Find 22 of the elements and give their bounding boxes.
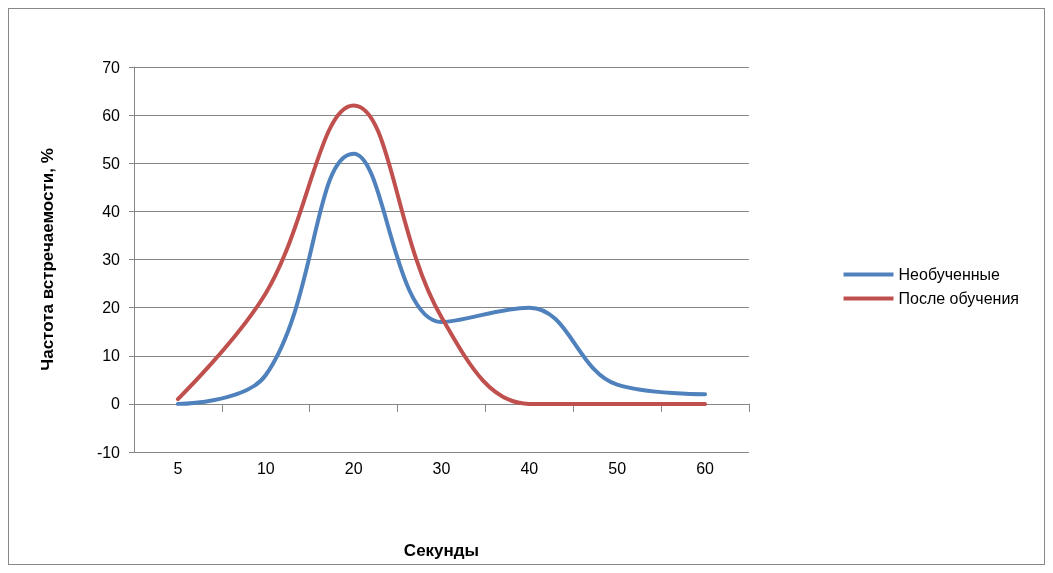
y-tick-label: 40 [102, 202, 121, 220]
x-tick-label: 30 [432, 459, 451, 477]
x-tick-label: 40 [520, 459, 539, 477]
y-tick-label: -10 [96, 443, 121, 461]
y-tick-label: 30 [102, 251, 121, 268]
y-tick-label: 20 [102, 299, 121, 317]
legend-label: После обучения [898, 290, 1020, 307]
y-tick-label: 60 [102, 106, 121, 124]
x-tick-label: 50 [608, 459, 627, 477]
line-series [175, 151, 708, 406]
x-tick-label: 10 [256, 459, 275, 477]
y-tick-label: 0 [111, 395, 121, 413]
y-tick-label: 10 [102, 347, 121, 365]
y-tick-label: 50 [102, 154, 121, 172]
x-tick-label: 5 [173, 459, 183, 477]
y-axis-title: Частота встречаемости, % [38, 148, 57, 371]
x-axis-title: Секунды [403, 541, 480, 560]
legend-label: Необученные [898, 266, 1001, 283]
y-tick-label: 70 [102, 58, 121, 76]
x-tick-label: 60 [696, 459, 715, 477]
x-tick-label: 20 [344, 459, 363, 477]
line-series [175, 103, 708, 406]
